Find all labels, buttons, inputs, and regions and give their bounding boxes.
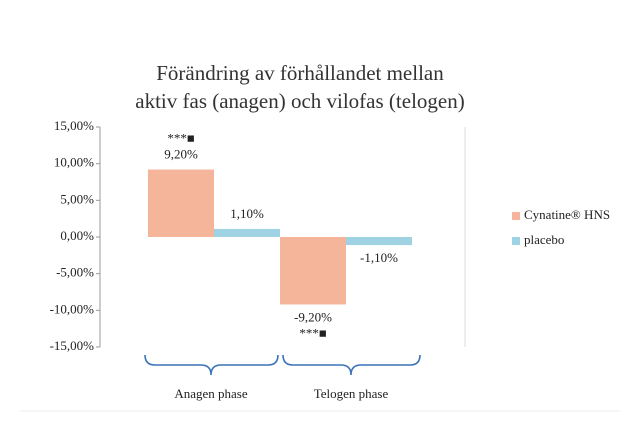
legend-label: Cynatine® HNS [524, 207, 610, 222]
y-tick-label: -5,00% [56, 265, 94, 280]
y-tick-label: -15,00% [50, 338, 95, 353]
y-tick-label: 0,00% [60, 228, 94, 243]
y-tick-label: 5,00% [60, 191, 94, 206]
chart-title: aktiv fas (anagen) och vilofas (telogen) [135, 89, 464, 113]
chart-title: Förändring av förhållandet mellan [156, 61, 444, 85]
legend-swatch [512, 212, 520, 220]
legend-label: placebo [524, 232, 564, 247]
y-tick-label: 10,00% [54, 155, 94, 170]
bar [280, 237, 346, 305]
x-tick-label: Telogen phase [314, 386, 389, 401]
value-label: -1,10% [360, 250, 398, 265]
y-tick-label: 15,00% [54, 118, 94, 133]
annotation: ***■ [299, 325, 327, 340]
bar [214, 228, 280, 237]
value-label: 1,10% [230, 206, 264, 221]
category-brace [144, 354, 279, 376]
value-label: -9,20% [294, 309, 332, 324]
value-label: 9,20% [164, 147, 198, 162]
bar [346, 237, 412, 246]
y-tick-label: -10,00% [50, 301, 95, 316]
category-brace [282, 354, 421, 376]
annotation: ***■ [167, 131, 195, 146]
x-tick-label: Anagen phase [174, 386, 248, 401]
bar [148, 169, 214, 237]
legend-swatch [512, 237, 520, 245]
